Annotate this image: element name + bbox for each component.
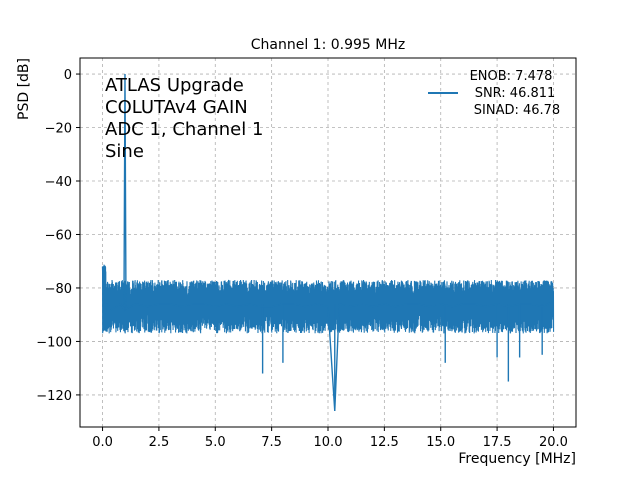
- x-tick-label: 15.0: [426, 435, 455, 450]
- y-tick-label: −100: [36, 335, 72, 350]
- annotation-line-1: ATLAS Upgrade: [105, 75, 244, 96]
- y-tick-label: −80: [45, 282, 72, 297]
- legend-line-snr: SNR: 46.811: [475, 86, 556, 101]
- annotation-line-3: ADC 1, Channel 1: [105, 119, 263, 140]
- y-axis-label: PSD [dB]: [16, 58, 32, 120]
- annotation-line-2: COLUTAv4 GAIN: [105, 97, 248, 118]
- x-tick-label: 10.0: [314, 435, 343, 450]
- x-tick-label: 7.5: [261, 435, 282, 450]
- x-tick-label: 12.5: [370, 435, 399, 450]
- psd-series-line: [101, 74, 554, 412]
- axis-ticks: 0.0 2.5 5.0 7.5 10.0 12.5 15.0 17.5 20.0 0 −20 −40 −…: [36, 68, 568, 450]
- x-tick-label: 2.5: [149, 435, 170, 450]
- legend: ENOB: 7.478 SNR: 46.811 SINAD: 46.78: [428, 69, 560, 118]
- legend-line-sinad: SINAD: 46.78: [474, 103, 560, 118]
- x-tick-label: 20.0: [539, 435, 568, 450]
- x-tick-label: 17.5: [483, 435, 512, 450]
- noise-floor-trace: [102, 264, 555, 334]
- x-tick-label: 5.0: [205, 435, 226, 450]
- y-tick-label: −20: [45, 122, 72, 137]
- y-tick-label: −120: [36, 389, 72, 404]
- series-layer: [101, 74, 555, 412]
- x-tick-label: 0.0: [92, 435, 113, 450]
- y-tick-label: 0: [64, 68, 72, 83]
- chart-title: Channel 1: 0.995 MHz: [251, 37, 406, 53]
- annotation-line-4: Sine: [105, 141, 144, 162]
- y-tick-label: −60: [45, 228, 72, 243]
- legend-line-enob: ENOB: 7.478: [470, 69, 553, 84]
- grid-lines: [80, 58, 576, 427]
- annotation-block: ATLAS Upgrade COLUTAv4 GAIN ADC 1, Chann…: [105, 75, 263, 162]
- y-tick-label: −40: [45, 175, 72, 190]
- x-axis-label: Frequency [MHz]: [458, 451, 576, 467]
